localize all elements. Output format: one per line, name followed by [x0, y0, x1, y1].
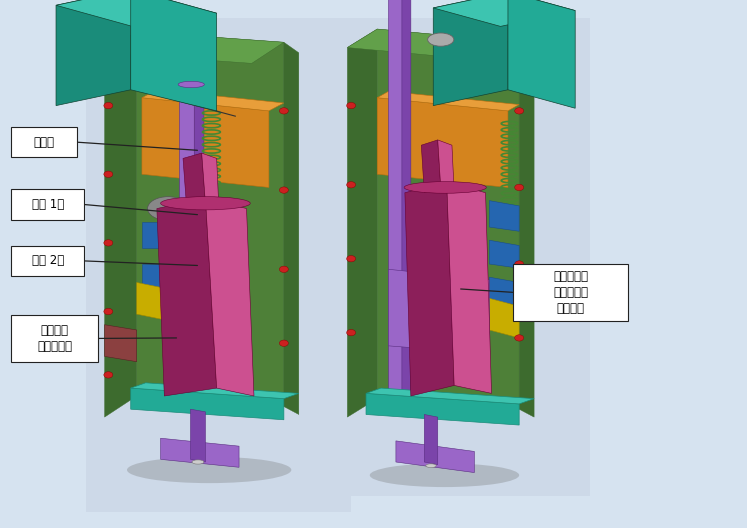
Circle shape	[104, 102, 113, 109]
Polygon shape	[377, 91, 519, 111]
Circle shape	[515, 335, 524, 341]
Polygon shape	[424, 414, 438, 465]
Ellipse shape	[192, 460, 204, 464]
Polygon shape	[137, 282, 176, 322]
Circle shape	[279, 108, 288, 114]
Polygon shape	[388, 0, 402, 396]
Circle shape	[347, 256, 356, 262]
FancyBboxPatch shape	[513, 264, 628, 321]
FancyBboxPatch shape	[11, 127, 77, 157]
Polygon shape	[142, 90, 284, 111]
Ellipse shape	[428, 33, 454, 46]
Polygon shape	[105, 32, 137, 417]
Polygon shape	[131, 388, 284, 420]
Polygon shape	[366, 393, 519, 425]
Text: 弹簧 2＋: 弹簧 2＋	[31, 254, 64, 267]
Polygon shape	[347, 29, 377, 417]
FancyBboxPatch shape	[11, 189, 84, 220]
Polygon shape	[202, 153, 219, 209]
Ellipse shape	[178, 81, 204, 88]
Polygon shape	[396, 441, 474, 473]
Polygon shape	[405, 182, 454, 396]
Circle shape	[104, 240, 113, 246]
Polygon shape	[142, 98, 269, 187]
Polygon shape	[284, 42, 299, 414]
Ellipse shape	[148, 196, 189, 221]
Circle shape	[104, 372, 113, 378]
Circle shape	[347, 182, 356, 188]
Polygon shape	[137, 32, 284, 407]
Text: 吸嘴高度
调整螺丝＋: 吸嘴高度 调整螺丝＋	[37, 324, 72, 353]
Polygon shape	[179, 84, 194, 385]
Polygon shape	[402, 0, 411, 399]
Circle shape	[515, 108, 524, 114]
Polygon shape	[205, 198, 254, 396]
FancyBboxPatch shape	[86, 18, 351, 512]
Circle shape	[104, 308, 113, 315]
Circle shape	[347, 329, 356, 336]
Polygon shape	[131, 0, 217, 111]
Polygon shape	[56, 0, 217, 29]
Polygon shape	[377, 98, 508, 187]
Polygon shape	[377, 29, 519, 409]
Circle shape	[515, 261, 524, 267]
Polygon shape	[194, 84, 204, 388]
Polygon shape	[433, 0, 508, 106]
Polygon shape	[157, 198, 217, 396]
Polygon shape	[519, 42, 534, 417]
Polygon shape	[105, 325, 137, 362]
Circle shape	[279, 266, 288, 272]
Polygon shape	[489, 240, 519, 268]
FancyBboxPatch shape	[340, 18, 590, 496]
Polygon shape	[56, 0, 131, 106]
Circle shape	[279, 187, 288, 193]
Ellipse shape	[426, 464, 436, 468]
Polygon shape	[190, 409, 205, 462]
Polygon shape	[421, 140, 441, 193]
Ellipse shape	[161, 196, 250, 210]
Text: 吸嘴与批杆
相对距离调
节螺丝＋: 吸嘴与批杆 相对距离调 节螺丝＋	[554, 270, 588, 315]
Text: 拉簧＋: 拉簧＋	[34, 136, 55, 148]
Polygon shape	[142, 222, 168, 248]
FancyBboxPatch shape	[11, 246, 84, 276]
Polygon shape	[489, 277, 519, 305]
Polygon shape	[131, 383, 299, 399]
Polygon shape	[508, 0, 575, 108]
Ellipse shape	[127, 457, 291, 483]
Polygon shape	[161, 438, 239, 467]
Polygon shape	[183, 153, 205, 209]
Ellipse shape	[404, 182, 486, 193]
Polygon shape	[142, 264, 168, 290]
Polygon shape	[347, 29, 519, 61]
Polygon shape	[433, 0, 575, 26]
Polygon shape	[489, 201, 519, 231]
Polygon shape	[489, 298, 519, 338]
Circle shape	[104, 171, 113, 177]
Circle shape	[347, 102, 356, 109]
Circle shape	[515, 184, 524, 191]
Polygon shape	[388, 269, 489, 354]
FancyBboxPatch shape	[11, 315, 98, 362]
Text: 弹簧 1＋: 弹簧 1＋	[31, 198, 64, 211]
Circle shape	[279, 340, 288, 346]
Ellipse shape	[370, 464, 519, 487]
Polygon shape	[438, 140, 454, 192]
Polygon shape	[366, 388, 534, 404]
Polygon shape	[105, 32, 284, 63]
Polygon shape	[447, 182, 492, 393]
